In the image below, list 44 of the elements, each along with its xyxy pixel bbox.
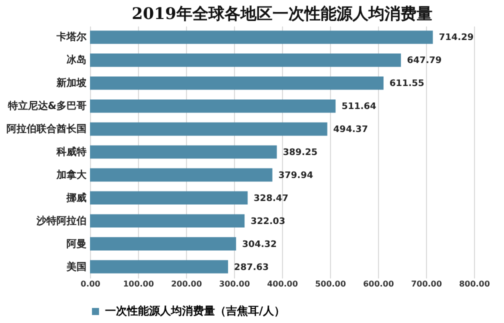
bar [90,76,384,90]
x-tick-label: 0.00 [80,280,101,288]
x-tick-label: 200.00 [171,280,202,288]
x-tick-label: 800.00 [459,280,490,288]
legend-label: 一次性能源人均消费量（吉焦耳/人） [105,304,286,318]
y-tick-label: 新加坡 [56,77,88,90]
data-label: 328.47 [254,194,288,204]
y-tick-label: 美国 [66,260,86,273]
y-tick-label: 加拿大 [56,168,88,181]
y-tick-label: 冰岛 [66,54,86,66]
y-tick-label: 特立尼达&多巴哥 [6,100,86,112]
data-label: 714.29 [438,33,474,44]
y-tick-label: 挪威 [66,192,86,204]
bar [90,191,248,205]
data-label: 304.32 [242,240,277,250]
x-tick-label: 400.00 [267,280,298,288]
x-tick-label: 600.00 [363,280,394,288]
data-label: 611.55 [390,79,424,90]
y-tick-label: 阿拉伯联合酋长国 [6,123,86,136]
y-tick-label: 沙特阿拉伯 [36,214,86,227]
x-tick-label: 500.00 [315,280,346,288]
x-tick-label: 700.00 [411,280,442,288]
bar [90,145,277,159]
y-tick-label: 卡塔尔 [56,31,88,44]
data-label: 287.63 [234,262,269,273]
bar [90,260,228,274]
data-label: 511.64 [342,102,376,112]
data-label: 494.37 [333,125,368,136]
data-label: 389.25 [282,148,318,158]
data-label: 647.79 [406,56,442,66]
bar [90,237,236,250]
data-label: 322.03 [250,216,286,227]
bar [90,99,336,113]
data-label: 379.94 [278,170,314,181]
bar [90,214,245,228]
y-tick-label: 科威特 [56,146,86,158]
x-tick-label: 100.00 [123,280,154,288]
bar [90,122,328,136]
y-tick-label: 阿曼 [66,238,86,250]
bar [90,168,272,182]
x-tick-label: 300.00 [219,280,250,288]
bar [90,54,401,67]
bar [90,30,433,44]
chart-title: 2019年全球各地区一次性能源人均消费量 [132,4,432,23]
